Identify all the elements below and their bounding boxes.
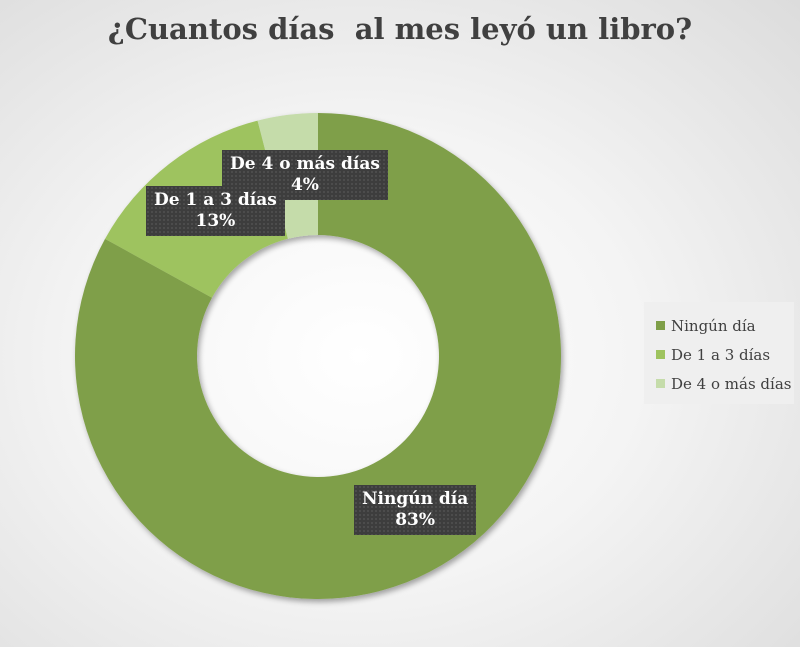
legend-label: Ningún día	[671, 316, 756, 335]
legend-item-ningun-dia: Ningún día	[644, 311, 794, 340]
legend-item-de-4-o-mas-dias: De 4 o más días	[644, 369, 794, 398]
legend-label: De 1 a 3 días	[671, 345, 771, 364]
data-label-category: De 1 a 3 días	[154, 190, 277, 210]
data-label-de-4-o-mas-dias: De 4 o más días 4%	[222, 150, 388, 200]
data-label-category: Ningún día	[362, 489, 469, 509]
data-label-value: 13%	[195, 211, 236, 231]
data-label-de-1-a-3-dias: De 1 a 3 días 13%	[146, 186, 285, 236]
legend-swatch	[656, 350, 665, 359]
legend-label: De 4 o más días	[671, 374, 792, 393]
chart-legend: Ningún día De 1 a 3 días De 4 o más días	[644, 302, 794, 404]
chart-title: ¿Cuantos días al mes leyó un libro?	[107, 12, 693, 46]
legend-swatch	[656, 321, 665, 330]
data-label-ningun-dia: Ningún día 83%	[354, 485, 477, 535]
data-label-value: 4%	[290, 175, 319, 195]
data-label-category: De 4 o más días	[230, 154, 380, 174]
donut-slice-ningun-dia	[74, 113, 561, 599]
legend-swatch	[656, 379, 665, 388]
data-label-value: 83%	[395, 510, 436, 530]
legend-item-de-1-a-3-dias: De 1 a 3 días	[644, 340, 794, 369]
